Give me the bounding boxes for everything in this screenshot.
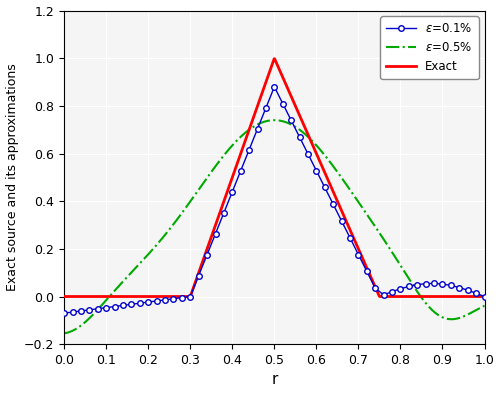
$\varepsilon$=0.5%	[406, 277, 412, 282]
Legend: $\varepsilon$=0.1%, $\varepsilon$=0.5%, Exact: $\varepsilon$=0.1%, $\varepsilon$=0.5%, …	[380, 17, 478, 79]
Line: $\varepsilon$=0.5%: $\varepsilon$=0.5%	[64, 120, 484, 333]
Exact	[350, 235, 356, 239]
X-axis label: r: r	[271, 373, 278, 387]
$\varepsilon$=0.1%	[61, 311, 67, 316]
$\varepsilon$=0.5%	[261, 119, 267, 124]
$\varepsilon$=0.5%	[482, 303, 488, 308]
$\varepsilon$=0.5%	[271, 118, 277, 123]
$\varepsilon$=0.5%	[472, 308, 478, 313]
$\varepsilon$=0.5%	[264, 119, 270, 123]
$\varepsilon$=0.1%	[188, 294, 194, 299]
$\varepsilon$=0.1%	[196, 273, 202, 278]
Exact	[246, 127, 252, 132]
$\varepsilon$=0.1%	[372, 286, 378, 290]
Line: $\varepsilon$=0.1%: $\varepsilon$=0.1%	[62, 84, 488, 316]
$\varepsilon$=0.1%	[154, 299, 160, 303]
$\varepsilon$=0.5%	[61, 331, 67, 336]
Exact	[397, 294, 403, 299]
$\varepsilon$=0.1%	[482, 294, 488, 299]
Exact	[61, 294, 67, 299]
Exact	[272, 56, 278, 61]
Exact	[390, 294, 396, 299]
Y-axis label: Exact source and its approximations: Exact source and its approximations	[6, 64, 18, 291]
Exact	[482, 294, 488, 299]
$\varepsilon$=0.5%	[312, 142, 318, 147]
$\varepsilon$=0.1%	[347, 235, 353, 240]
$\varepsilon$=0.5%	[290, 123, 296, 127]
Line: Exact: Exact	[64, 59, 484, 296]
$\varepsilon$=0.1%	[272, 84, 278, 89]
Exact	[104, 294, 110, 299]
$\varepsilon$=0.1%	[473, 291, 479, 296]
Exact	[231, 170, 237, 174]
